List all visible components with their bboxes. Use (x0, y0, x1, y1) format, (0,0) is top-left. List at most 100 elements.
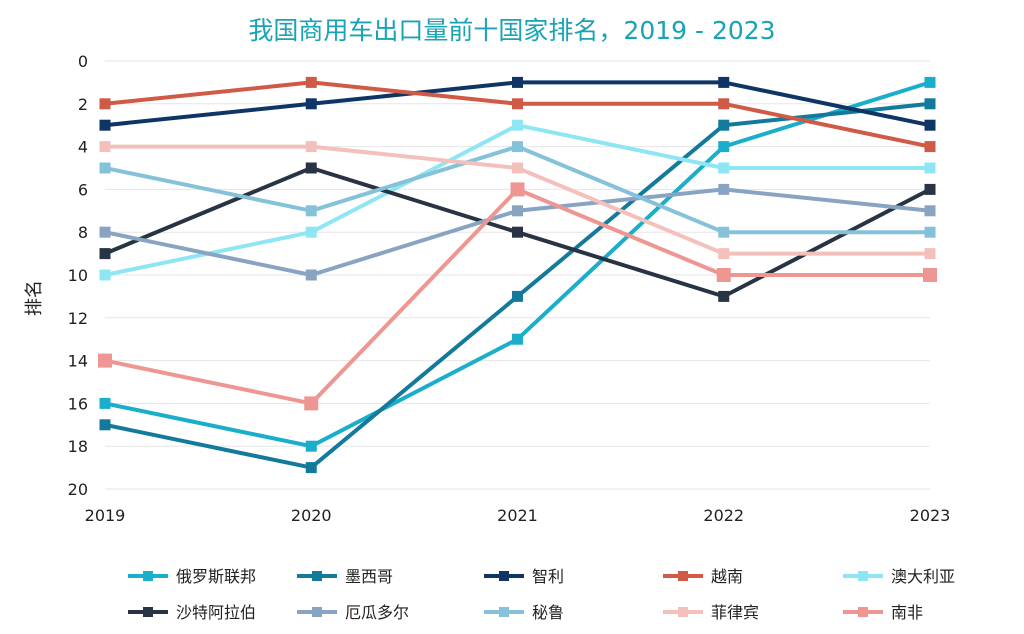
series-2 (99, 98, 936, 474)
data-point (924, 162, 936, 174)
legend-label: 墨西哥 (345, 567, 393, 586)
y-tick-label: 6 (78, 180, 88, 199)
data-point (510, 182, 525, 197)
legend-swatch-marker (858, 571, 868, 581)
data-point (99, 98, 111, 110)
data-point (718, 119, 730, 131)
data-point (512, 290, 523, 302)
legend-item: 菲律宾 (663, 603, 759, 622)
data-point (98, 353, 112, 368)
x-tick-label: 2023 (910, 506, 951, 525)
data-point (99, 119, 111, 131)
legend-item: 沙特阿拉伯 (128, 603, 256, 622)
legend-swatch-marker (678, 571, 688, 581)
series-3 (99, 76, 936, 131)
legend-item: 智利 (484, 567, 564, 586)
data-point (718, 162, 730, 174)
legend-item: 澳大利亚 (843, 567, 955, 586)
y-axis-label: 排名 (24, 280, 45, 316)
data-point (99, 397, 111, 409)
x-tick-label: 2020 (291, 506, 332, 525)
legend-item: 越南 (663, 567, 743, 586)
data-point (924, 98, 936, 110)
series-1 (99, 76, 936, 452)
axis-layer: 0 2 4 6 8 10 12 14 16 18 20 2019 2020 2021 2022 2023 (68, 52, 951, 525)
data-point (99, 419, 111, 431)
chart-title: 我国商用车出口量前十国家排名，2019 - 2023 (248, 16, 775, 45)
legend-swatch-marker (143, 607, 153, 617)
data-point (512, 98, 523, 110)
y-tick-label: 4 (78, 138, 88, 157)
data-point (99, 141, 111, 153)
series-line (104, 80, 931, 449)
data-point (305, 462, 317, 474)
data-point (512, 162, 523, 174)
data-point (924, 248, 936, 260)
data-point (99, 248, 111, 260)
x-tick-label: 2019 (85, 506, 126, 525)
data-point (304, 396, 319, 411)
data-point (924, 141, 936, 153)
data-point (512, 119, 523, 131)
series-line (104, 101, 931, 470)
legend-label: 沙特阿拉伯 (176, 603, 256, 622)
data-point (99, 269, 111, 281)
data-point (512, 226, 523, 238)
legend-label: 南非 (891, 603, 923, 622)
data-point (924, 226, 936, 238)
legend-item: 俄罗斯联邦 (128, 567, 256, 586)
legend-label: 菲律宾 (711, 603, 759, 622)
legend-swatch-marker (312, 607, 322, 617)
series-5 (99, 119, 936, 281)
series-line (104, 80, 931, 149)
data-point (924, 205, 936, 217)
data-point (716, 268, 731, 282)
data-point (512, 333, 523, 345)
y-tick-label: 16 (68, 394, 88, 413)
legend-label: 秘鲁 (532, 603, 564, 622)
legend-item: 南非 (843, 603, 923, 622)
y-tick-label: 8 (78, 223, 88, 242)
data-point (718, 141, 730, 153)
data-point (305, 269, 317, 281)
series-7 (99, 183, 936, 281)
data-point (305, 440, 317, 452)
series-9 (99, 141, 936, 260)
y-tick-label: 18 (68, 437, 88, 456)
data-point (305, 76, 317, 88)
series-10 (98, 182, 937, 411)
data-point (718, 248, 730, 260)
data-point (923, 268, 937, 282)
legend-swatch-marker (312, 571, 322, 581)
legend-label: 智利 (532, 567, 564, 586)
data-point (924, 119, 936, 131)
series-8 (99, 141, 936, 238)
y-tick-label: 14 (68, 352, 88, 371)
series-4 (99, 76, 936, 153)
data-point (305, 205, 317, 217)
y-tick-label: 0 (78, 52, 88, 71)
legend-swatch-marker (499, 607, 509, 617)
legend-item: 墨西哥 (297, 567, 393, 586)
legend-item: 厄瓜多尔 (297, 603, 409, 622)
legend-label: 越南 (711, 567, 743, 586)
data-point (512, 76, 523, 88)
legend-item: 秘鲁 (484, 603, 564, 622)
legend-label: 俄罗斯联邦 (176, 567, 256, 586)
x-tick-label: 2021 (497, 506, 538, 525)
data-point (305, 141, 317, 153)
data-point (924, 76, 936, 88)
data-point (718, 98, 730, 110)
y-tick-label: 2 (78, 95, 88, 114)
legend-swatch-marker (678, 607, 688, 617)
data-point (718, 290, 730, 302)
x-tick-label: 2022 (703, 506, 744, 525)
y-tick-label: 12 (68, 309, 88, 328)
data-point (99, 226, 111, 238)
data-point (305, 226, 317, 238)
data-point (718, 226, 730, 238)
data-point (99, 162, 111, 174)
